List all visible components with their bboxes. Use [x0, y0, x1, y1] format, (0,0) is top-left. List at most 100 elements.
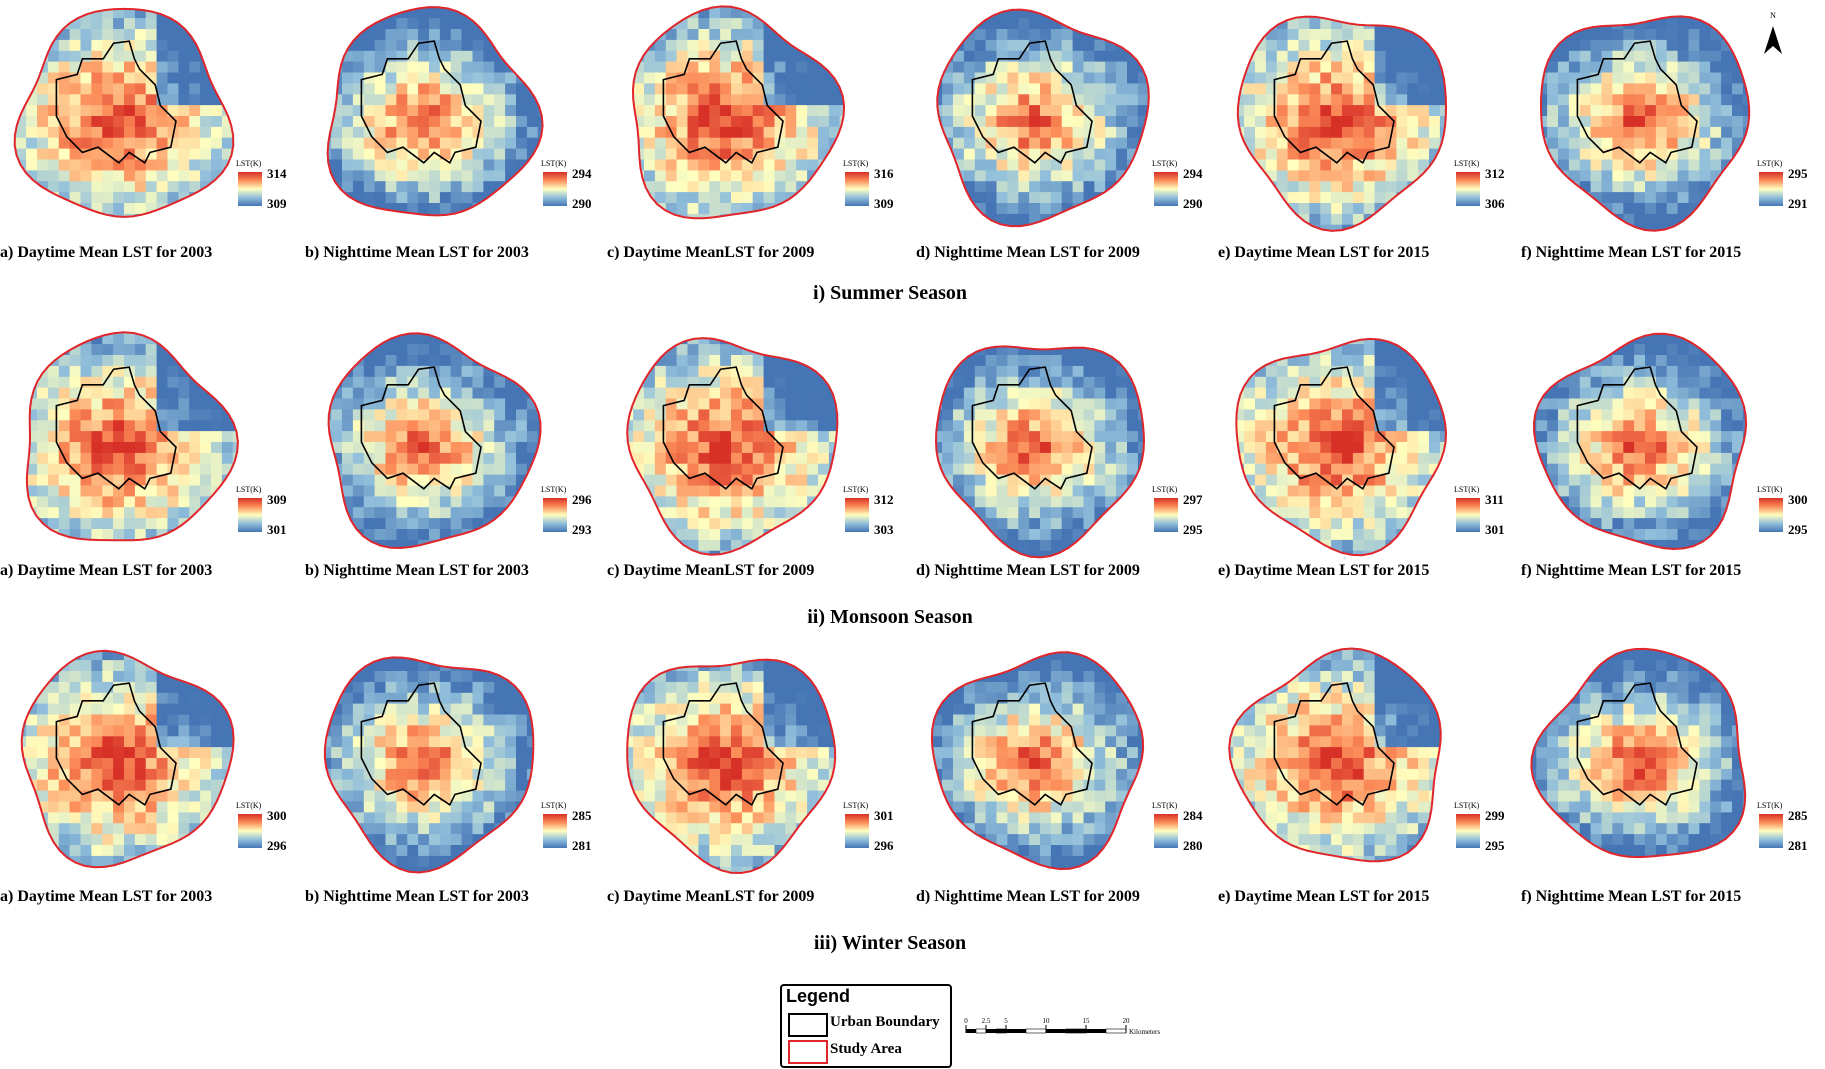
raster-cell [146, 40, 158, 52]
raster-cell [1073, 214, 1085, 226]
raster-cell [953, 116, 965, 128]
raster-cell [1386, 83, 1398, 95]
raster-cell [396, 486, 408, 498]
raster-cell [1224, 4, 1234, 8]
raster-cell [922, 116, 932, 128]
raster-cell [931, 18, 943, 30]
raster-cell [516, 18, 528, 30]
raster-cell [211, 344, 223, 356]
raster-cell [986, 51, 998, 63]
raster-cell [168, 214, 180, 226]
raster-cell [418, 431, 430, 443]
raster-cell [622, 496, 634, 508]
raster-cell [964, 529, 976, 541]
raster-cell [429, 170, 441, 182]
raster-cell [1527, 94, 1537, 106]
raster-cell [451, 366, 463, 378]
raster-cell [688, 62, 700, 74]
raster-cell [1018, 29, 1030, 41]
raster-cell [375, 7, 387, 18]
raster-cell [829, 518, 841, 530]
raster-cell [613, 127, 623, 138]
raster-cell [70, 507, 82, 519]
raster-cell [1138, 4, 1150, 8]
raster-cell [720, 170, 732, 182]
raster-cell [157, 442, 169, 454]
raster-cell [1396, 160, 1408, 172]
raster-cell [613, 51, 623, 63]
raster-cell [622, 40, 634, 52]
raster-cell [1331, 192, 1343, 204]
raster-cell [102, 464, 114, 476]
raster-cell [429, 149, 441, 161]
raster-cell [796, 94, 808, 106]
raster-cell [1266, 40, 1278, 52]
raster-cell [633, 442, 645, 454]
raster-cell [527, 29, 539, 41]
raster-cell [6, 73, 16, 85]
raster-cell [1277, 149, 1289, 161]
raster-cell [342, 464, 354, 476]
raster-cell [451, 464, 463, 476]
raster-cell [698, 442, 710, 454]
raster-cell [742, 181, 754, 193]
raster-cell [168, 377, 180, 389]
raster-cell [516, 203, 528, 215]
raster-cell [753, 431, 765, 443]
raster-cell [178, 138, 190, 150]
raster-cell [720, 62, 732, 74]
raster-cell [418, 420, 430, 432]
raster-cell [807, 442, 819, 454]
raster-cell [688, 192, 700, 204]
raster-cell [1127, 40, 1139, 52]
raster-cell [922, 388, 932, 400]
raster-cell [396, 192, 408, 204]
raster-cell [26, 330, 37, 334]
raster-cell [1094, 83, 1106, 95]
raster-cell [15, 192, 26, 204]
raster-cell [386, 453, 398, 465]
raster-cell [942, 7, 954, 18]
raster-cell [698, 540, 710, 552]
raster-cell [1580, 170, 1592, 182]
scale-bar: 02.55101520Kilometers [962, 1015, 1162, 1045]
raster-cell [113, 377, 125, 389]
raster-cell [70, 160, 82, 172]
raster-cell [1396, 73, 1408, 85]
raster-cell [1029, 181, 1041, 193]
raster-cell [1353, 138, 1365, 150]
raster-cell [997, 551, 1009, 563]
raster-cell [124, 551, 136, 563]
raster-cell [37, 475, 49, 487]
raster-cell [1288, 127, 1300, 138]
raster-cell [753, 127, 765, 138]
raster-cell [451, 507, 463, 519]
raster-cell [168, 149, 180, 161]
raster-cell [157, 160, 169, 172]
raster-cell [418, 94, 430, 106]
raster-cell [516, 29, 528, 41]
raster-cell [953, 475, 965, 487]
raster-cell [1073, 51, 1085, 63]
raster-cell [942, 333, 954, 345]
raster-cell [677, 160, 689, 172]
raster-cell [451, 442, 463, 454]
raster-cell [953, 388, 965, 400]
raster-cell [1073, 344, 1085, 356]
raster-cell [527, 496, 539, 508]
raster-cell [189, 149, 201, 161]
raster-cell [178, 551, 190, 563]
raster-cell [1429, 116, 1441, 128]
raster-cell [942, 116, 954, 128]
raster-cell [483, 94, 495, 106]
raster-cell [331, 214, 343, 226]
raster-cell [1623, 170, 1635, 182]
raster-cell [698, 214, 710, 226]
raster-cell [440, 540, 452, 552]
raster-cell [1062, 94, 1074, 106]
raster-cell [157, 18, 169, 30]
raster-cell [785, 149, 797, 161]
raster-cell [311, 333, 321, 345]
raster-cell [494, 464, 506, 476]
raster-cell [505, 203, 516, 215]
